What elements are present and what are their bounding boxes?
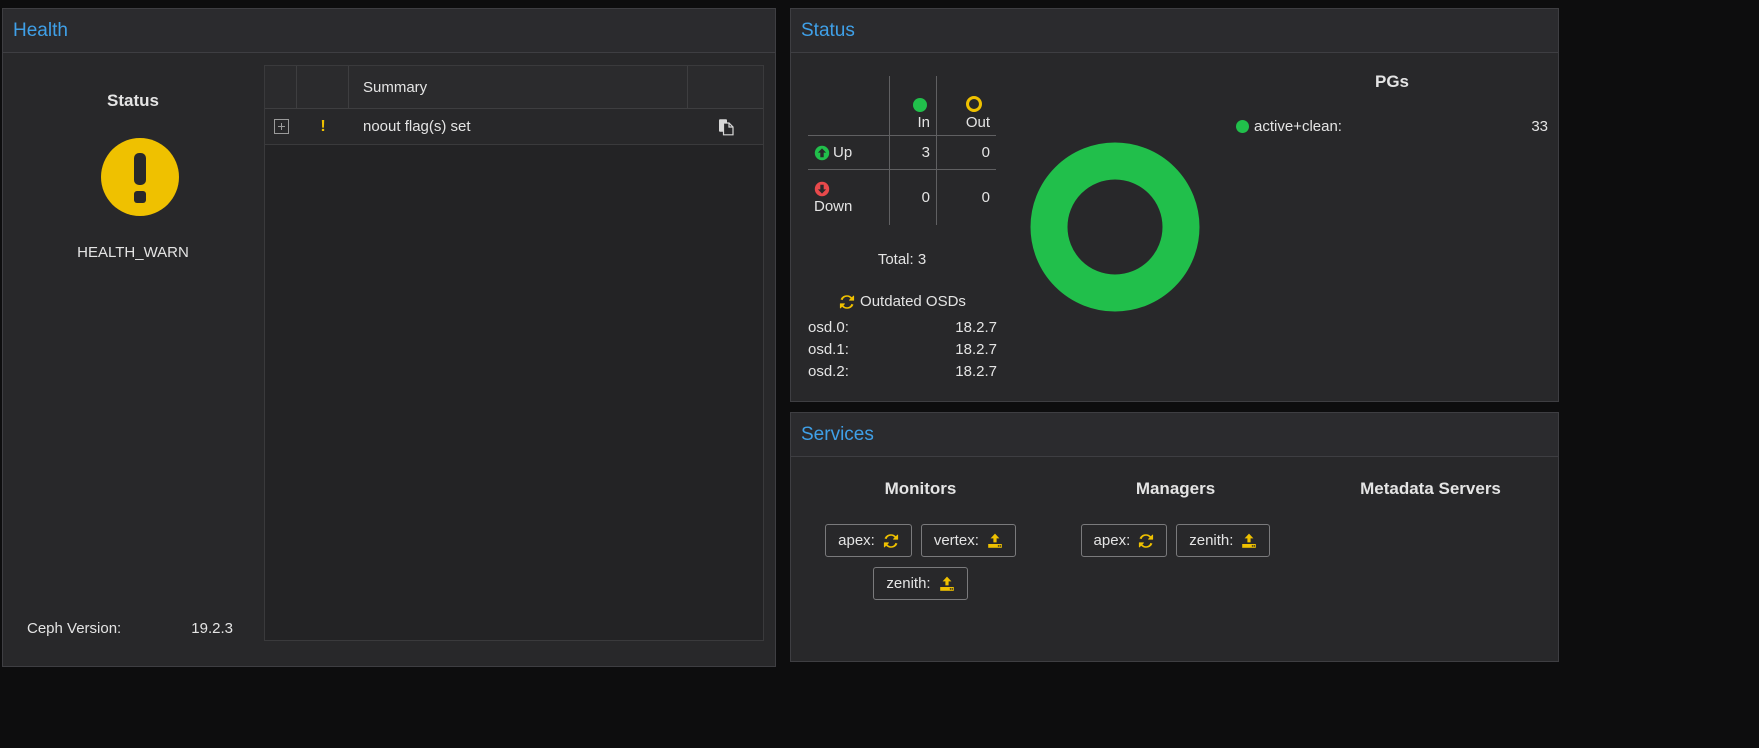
- managers-heading: Managers: [1136, 479, 1215, 498]
- health-panel: Health Status HEALTH_WARN Ceph Version: …: [2, 8, 776, 667]
- pgs-heading: PGs: [1236, 72, 1548, 92]
- osd-down-row-header: Down: [808, 169, 889, 225]
- monitors-group: Monitors apex: vertex: zenith:: [793, 457, 1048, 600]
- health-status-value: HEALTH_WARN: [3, 244, 263, 261]
- in-label: In: [917, 114, 930, 131]
- warning-summary-text: noout flag(s) set: [349, 109, 688, 144]
- upload-icon: [1241, 533, 1257, 549]
- outdated-osds-title: Outdated OSDs: [860, 293, 966, 310]
- health-panel-body: Status HEALTH_WARN Ceph Version: 19.2.3 …: [3, 53, 775, 666]
- metadata-servers-heading: Metadata Servers: [1360, 479, 1501, 498]
- osd-out-column-header: Out: [936, 76, 996, 135]
- refresh-icon: [839, 294, 855, 310]
- services-panel-header: Services: [791, 413, 1558, 457]
- health-warning-row[interactable]: ! noout flag(s) set: [265, 109, 763, 145]
- health-summary-table: Summary ! noout flag(s) set: [264, 65, 764, 641]
- warning-severity-icon: !: [320, 118, 325, 136]
- health-status-heading: Status: [3, 91, 263, 111]
- pgs-legend-value: 33: [1531, 118, 1548, 135]
- osd-table-corner-cell: [808, 76, 889, 135]
- outdated-osd-row: osd.1: 18.2.7: [808, 338, 997, 360]
- status-panel-title: Status: [801, 20, 855, 42]
- osd-up-row-header: Up: [808, 135, 889, 169]
- osd-down-in-count: 0: [889, 169, 936, 225]
- outdated-osd-row: osd.2: 18.2.7: [808, 360, 997, 382]
- services-panel: Services Monitors apex: vertex:: [790, 412, 1559, 662]
- metadata-servers-group: Metadata Servers: [1303, 457, 1558, 600]
- manager-apex-label: apex:: [1094, 532, 1131, 549]
- managers-group: Managers apex: zenith:: [1048, 457, 1303, 600]
- osd-up-out-count: 0: [936, 135, 996, 169]
- pgs-legend-row: active+clean: 33: [1236, 118, 1548, 135]
- health-warning-icon: [101, 138, 179, 216]
- ceph-dashboard: Health Status HEALTH_WARN Ceph Version: …: [0, 0, 1759, 748]
- osd-version: 18.2.7: [955, 319, 997, 336]
- refresh-icon: [883, 533, 899, 549]
- manager-zenith-label: zenith:: [1189, 532, 1233, 549]
- osd-down-out-count: 0: [936, 169, 996, 225]
- monitor-vertex-button[interactable]: vertex:: [921, 524, 1016, 557]
- osd-name: osd.2:: [808, 363, 849, 380]
- services-panel-title: Services: [801, 424, 874, 446]
- osd-total: Total: 3: [808, 251, 996, 268]
- monitor-apex-button[interactable]: apex:: [825, 524, 912, 557]
- down-label: Down: [814, 198, 852, 215]
- osd-in-column-header: In: [889, 76, 936, 135]
- expand-column-header: [265, 66, 297, 109]
- copy-icon[interactable]: [717, 118, 735, 136]
- out-label: Out: [966, 114, 990, 131]
- outdated-osds-heading: Outdated OSDs: [808, 293, 997, 310]
- refresh-icon: [1138, 533, 1154, 549]
- monitor-apex-label: apex:: [838, 532, 875, 549]
- ceph-version-label: Ceph Version:: [27, 620, 121, 637]
- pgs-donut-chart: [1025, 137, 1205, 317]
- exclamation-bar: [134, 153, 146, 185]
- monitors-heading: Monitors: [885, 479, 957, 498]
- arrow-circle-up-icon: [814, 145, 830, 161]
- monitor-zenith-label: zenith:: [886, 575, 930, 592]
- outdated-osds-block: Outdated OSDs osd.0: 18.2.7 osd.1: 18.2.…: [808, 293, 997, 382]
- osd-name: osd.0:: [808, 319, 849, 336]
- summary-column-header[interactable]: Summary: [349, 66, 688, 109]
- in-dot-icon: [913, 98, 927, 112]
- severity-column-header: [297, 66, 349, 109]
- ceph-version-row: Ceph Version: 19.2.3: [27, 620, 233, 637]
- status-panel-body: In Out Up 3 0 Down 0 0 Tot: [791, 53, 1558, 401]
- outdated-osd-row: osd.0: 18.2.7: [808, 316, 997, 338]
- pgs-donut-segment: [1049, 161, 1181, 293]
- active-clean-dot-icon: [1236, 120, 1249, 133]
- upload-icon: [939, 576, 955, 592]
- health-table-header: Summary: [265, 66, 763, 109]
- osd-version: 18.2.7: [955, 363, 997, 380]
- manager-apex-button[interactable]: apex:: [1081, 524, 1168, 557]
- pgs-block: PGs active+clean: 33: [1236, 72, 1548, 135]
- osd-name: osd.1:: [808, 341, 849, 358]
- arrow-circle-down-icon: [814, 181, 830, 197]
- manager-zenith-button[interactable]: zenith:: [1176, 524, 1270, 557]
- monitor-zenith-button[interactable]: zenith:: [873, 567, 967, 600]
- health-panel-title: Health: [13, 20, 68, 42]
- monitor-vertex-label: vertex:: [934, 532, 979, 549]
- upload-icon: [987, 533, 1003, 549]
- services-panel-body: Monitors apex: vertex: zenith:: [791, 457, 1558, 661]
- ceph-version-value: 19.2.3: [191, 620, 233, 637]
- pgs-legend-label: active+clean:: [1254, 118, 1342, 135]
- osd-version: 18.2.7: [955, 341, 997, 358]
- osd-updown-table: In Out Up 3 0 Down 0 0: [808, 76, 996, 225]
- status-panel-header: Status: [791, 9, 1558, 53]
- exclamation-dot: [134, 191, 146, 203]
- up-label: Up: [833, 144, 852, 161]
- action-column-header: [688, 66, 763, 109]
- osd-status-panel: Status In Out Up 3 0: [790, 8, 1559, 402]
- out-ring-icon: [966, 96, 982, 112]
- health-panel-header: Health: [3, 9, 775, 53]
- expand-row-icon[interactable]: [274, 119, 289, 134]
- osd-up-in-count: 3: [889, 135, 936, 169]
